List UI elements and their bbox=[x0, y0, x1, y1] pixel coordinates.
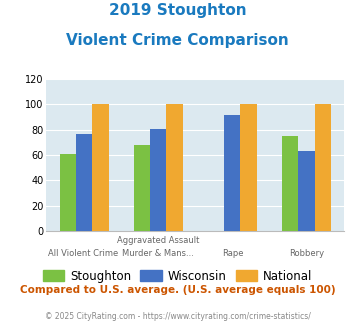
Bar bbox=[76, 134, 92, 231]
Bar bbox=[298, 151, 315, 231]
Bar bbox=[150, 128, 166, 231]
Text: 2019 Stoughton: 2019 Stoughton bbox=[109, 3, 246, 18]
Text: Violent Crime Comparison: Violent Crime Comparison bbox=[66, 33, 289, 48]
Text: © 2025 CityRating.com - https://www.cityrating.com/crime-statistics/: © 2025 CityRating.com - https://www.city… bbox=[45, 312, 310, 321]
Bar bbox=[282, 136, 298, 231]
Text: Compared to U.S. average. (U.S. average equals 100): Compared to U.S. average. (U.S. average … bbox=[20, 285, 335, 295]
Bar bbox=[60, 154, 76, 231]
Text: Murder & Mans...: Murder & Mans... bbox=[122, 249, 194, 258]
Text: Robbery: Robbery bbox=[290, 249, 324, 258]
Bar bbox=[315, 105, 331, 231]
Bar bbox=[166, 105, 183, 231]
Bar bbox=[224, 115, 240, 231]
Text: All Violent Crime: All Violent Crime bbox=[48, 249, 119, 258]
Text: Aggravated Assault: Aggravated Assault bbox=[117, 236, 199, 245]
Text: Rape: Rape bbox=[222, 249, 243, 258]
Bar bbox=[92, 105, 109, 231]
Bar bbox=[240, 105, 257, 231]
Bar bbox=[134, 145, 150, 231]
Legend: Stoughton, Wisconsin, National: Stoughton, Wisconsin, National bbox=[38, 265, 317, 287]
